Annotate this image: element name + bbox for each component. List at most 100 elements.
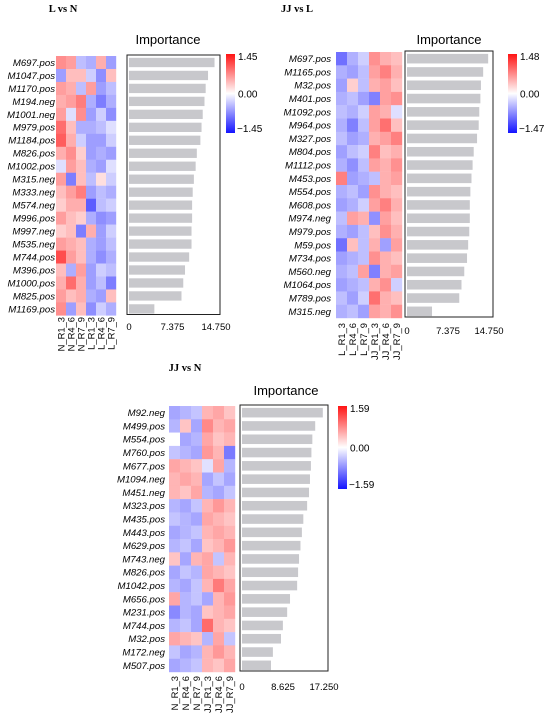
heat-cell xyxy=(106,237,117,251)
importance-bar xyxy=(242,487,310,498)
heat-cell xyxy=(169,432,181,447)
heat-cell xyxy=(56,81,67,96)
heat-cell xyxy=(191,445,203,460)
heat-cell xyxy=(66,107,77,122)
heat-cell xyxy=(202,552,214,566)
colorbar xyxy=(226,54,235,133)
feature-label: M1002.pos xyxy=(8,162,56,173)
colorbar xyxy=(338,406,347,489)
heat-cell xyxy=(169,472,181,486)
heat-cell xyxy=(391,131,403,146)
heat-cell xyxy=(169,419,181,433)
heatmap xyxy=(336,52,403,319)
heat-cell xyxy=(224,432,236,447)
heat-cell xyxy=(358,185,370,199)
heat-cell xyxy=(380,171,392,186)
heat-cell xyxy=(202,592,214,606)
heat-cell xyxy=(106,263,117,277)
heat-cell xyxy=(380,118,392,132)
heat-cell xyxy=(369,158,381,172)
x-tick-label: 7.375 xyxy=(161,322,185,333)
feature-label: M1094.neg xyxy=(117,475,166,486)
feature-label: M499.pos xyxy=(123,421,165,432)
heat-cell xyxy=(56,133,67,147)
heat-cell xyxy=(180,512,192,526)
heat-cell xyxy=(224,406,236,420)
heat-cell xyxy=(169,552,181,566)
heat-cell xyxy=(66,133,77,147)
heat-cell xyxy=(369,238,381,252)
importance-bar xyxy=(407,279,462,290)
heat-cell xyxy=(202,658,214,673)
importance-bar xyxy=(129,83,206,94)
heat-cell xyxy=(369,91,381,106)
heat-cell xyxy=(56,120,67,135)
heat-cell xyxy=(213,512,225,526)
feature-label: M435.pos xyxy=(123,514,165,525)
feature-label: M1170.pos xyxy=(8,84,55,95)
heat-cell xyxy=(202,512,214,526)
feature-label: M451.neg xyxy=(122,488,165,499)
colorbar-label: 0.00 xyxy=(238,90,258,101)
importance-bar xyxy=(242,647,273,657)
heat-cell xyxy=(224,658,236,673)
heat-cell xyxy=(202,485,214,500)
feature-label: M996.pos xyxy=(13,214,55,225)
heat-cell xyxy=(66,263,77,277)
heat-cell xyxy=(336,105,348,119)
importance-bar xyxy=(242,514,304,524)
heat-cell xyxy=(191,565,203,580)
heat-cell xyxy=(86,302,97,316)
heat-cell xyxy=(369,118,381,132)
panel-title: JJ vs L xyxy=(281,4,313,15)
heat-cell xyxy=(391,171,403,186)
heat-cell xyxy=(66,56,77,70)
feature-label: M1165.pos xyxy=(284,67,331,78)
sample-label: N_R1_3 xyxy=(169,676,180,710)
heat-cell xyxy=(213,632,225,646)
feature-label: M760.pos xyxy=(123,448,165,459)
importance-bar xyxy=(129,213,193,223)
heat-cell xyxy=(224,618,236,633)
feature-label: M629.pos xyxy=(123,541,165,552)
colorbar-label: −1.59 xyxy=(349,480,375,491)
colorbar xyxy=(508,54,517,133)
heat-cell xyxy=(380,78,392,93)
heat-cell xyxy=(76,94,87,109)
colorbar-label: 1.59 xyxy=(350,404,370,415)
heat-cell xyxy=(224,578,236,593)
heat-cell xyxy=(56,198,67,212)
importance-bar xyxy=(407,67,484,77)
heat-cell xyxy=(369,131,381,146)
heat-cell xyxy=(66,68,77,83)
heat-cell xyxy=(86,133,97,147)
heat-cell xyxy=(106,120,117,135)
heat-cell xyxy=(347,52,359,66)
heat-cell xyxy=(191,632,203,646)
heat-cell xyxy=(213,605,225,619)
heat-cell xyxy=(96,146,107,160)
heat-cell xyxy=(180,472,192,486)
heat-cell xyxy=(336,91,348,106)
heat-cell xyxy=(369,278,381,292)
heat-cell xyxy=(96,68,107,83)
heat-cell xyxy=(191,645,203,659)
importance-bar xyxy=(242,567,299,578)
heat-cell xyxy=(76,224,87,238)
heat-cell xyxy=(213,432,225,447)
feature-label: M315.neg xyxy=(12,175,55,186)
heat-cell xyxy=(66,224,77,238)
feature-label: M507.pos xyxy=(123,661,165,672)
heat-cell xyxy=(224,485,236,500)
importance-bar xyxy=(129,304,155,314)
feature-label: M744.pos xyxy=(13,252,55,263)
heat-cell xyxy=(380,291,392,305)
heat-cell xyxy=(369,105,381,119)
importance-bar xyxy=(129,70,209,81)
heat-cell xyxy=(76,302,87,316)
heat-cell xyxy=(191,406,203,420)
heat-cell xyxy=(86,237,97,251)
heat-cell xyxy=(358,145,370,159)
heat-cell xyxy=(336,238,348,252)
importance-bar xyxy=(242,594,291,604)
